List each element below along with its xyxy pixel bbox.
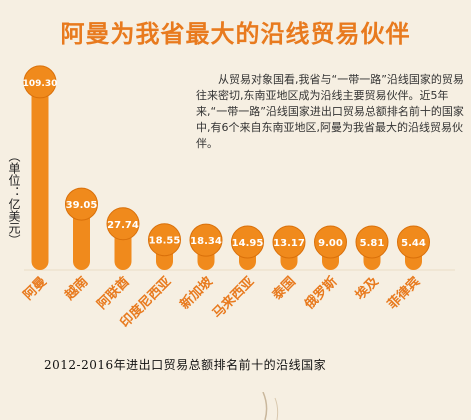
unit-label: （单位：亿美元） <box>7 150 21 246</box>
value-label: 9.00 <box>318 238 343 249</box>
value-badge <box>148 223 181 257</box>
value-label: 14.95 <box>232 238 264 249</box>
value-label: 5.44 <box>401 238 426 249</box>
decorative-line <box>262 392 279 420</box>
category-label: 阿曼 <box>21 274 50 303</box>
value-label: 13.17 <box>273 238 305 249</box>
chart-caption: 2012-2016年进出口贸易总额排名前十的沿线国家 <box>44 358 327 372</box>
category-label: 埃及 <box>352 273 382 303</box>
category-label: 越南 <box>61 274 91 304</box>
value-label: 27.74 <box>107 220 139 231</box>
category-label: 马来西亚 <box>209 274 257 322</box>
category-label: 菲律宾 <box>384 274 423 313</box>
value-label: 18.55 <box>149 236 181 247</box>
description-text: 从贸易对象国看,我省与“一带一路”沿线国家的贸易往来密切,东南亚地区成为沿线主要… <box>196 73 464 150</box>
value-label: 39.05 <box>66 200 98 211</box>
category-label: 泰国 <box>268 274 298 304</box>
value-badge <box>65 187 98 221</box>
chart-title: 阿曼为我省最大的沿线贸易伙伴 <box>60 20 411 48</box>
value-badge <box>23 65 57 99</box>
value-badge <box>189 223 223 257</box>
value-label: 5.81 <box>360 238 385 249</box>
category-label: 阿联酋 <box>94 274 133 313</box>
value-badge <box>355 225 389 259</box>
value-badge <box>397 225 430 259</box>
category-label: 俄罗斯 <box>301 274 341 314</box>
value-badge <box>231 225 264 259</box>
value-label: 109.30 <box>23 79 58 89</box>
value-label: 18.34 <box>190 236 222 247</box>
value-badge <box>314 225 347 259</box>
bar <box>31 79 49 270</box>
value-badge <box>272 225 306 259</box>
bar-chart: 109.30阿曼39.05越南27.74阿联酋18.55印度尼西亚18.34新加… <box>21 65 455 331</box>
category-label: 新加坡 <box>177 273 217 313</box>
value-badge <box>106 207 140 241</box>
